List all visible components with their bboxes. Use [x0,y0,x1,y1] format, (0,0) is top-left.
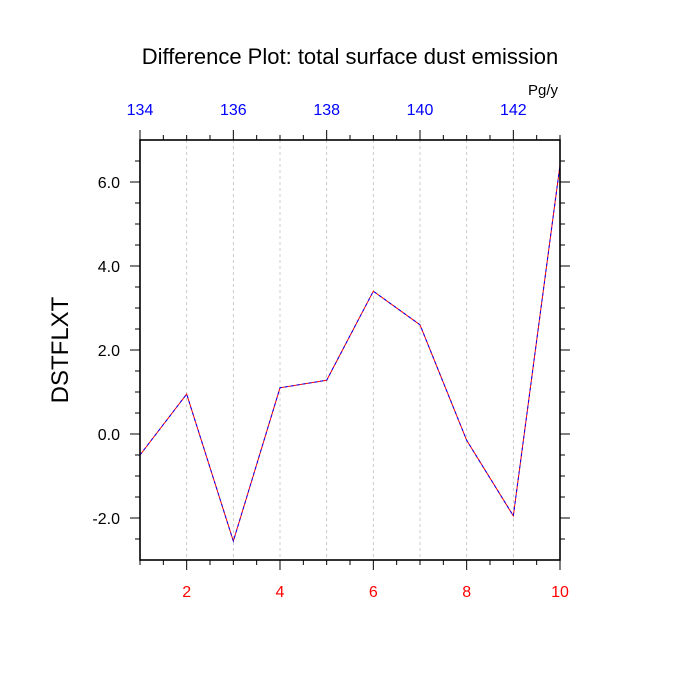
bottom-x-tick-label: 4 [276,584,285,601]
y-tick-label: -2.0 [92,511,120,528]
bottom-x-tick-label: 8 [462,584,471,601]
axis-ticks [130,130,570,570]
top-x-tick-label: 138 [313,102,340,119]
y-tick-label: 6.0 [98,175,120,192]
top-x-tick-label: 134 [127,102,154,119]
axis-tick-labels: -2.0 0.0 2.0 4.0 6.0 2 4 6 8 10 134 136 138 140 142 [92,102,569,601]
top-x-tick-label: 140 [407,102,434,119]
units-label: Pg/y [528,82,559,99]
bottom-x-tick-label: 2 [182,584,191,601]
top-x-tick-label: 136 [220,102,247,119]
series-line-blue [139,165,561,543]
series-line-red [139,165,561,543]
bottom-x-tick-label: 10 [551,584,569,601]
plot-frame [139,139,561,561]
y-tick-label: 2.0 [98,343,120,360]
top-x-tick-label: 142 [500,102,527,119]
y-axis-label: DSTFLXT [47,296,74,403]
bottom-x-tick-label: 6 [369,584,378,601]
chart-title: Difference Plot: total surface dust emis… [142,44,559,69]
grid-lines [186,140,514,560]
data-line [139,165,561,543]
y-tick-label: 0.0 [98,427,120,444]
y-tick-label: 4.0 [98,259,120,276]
